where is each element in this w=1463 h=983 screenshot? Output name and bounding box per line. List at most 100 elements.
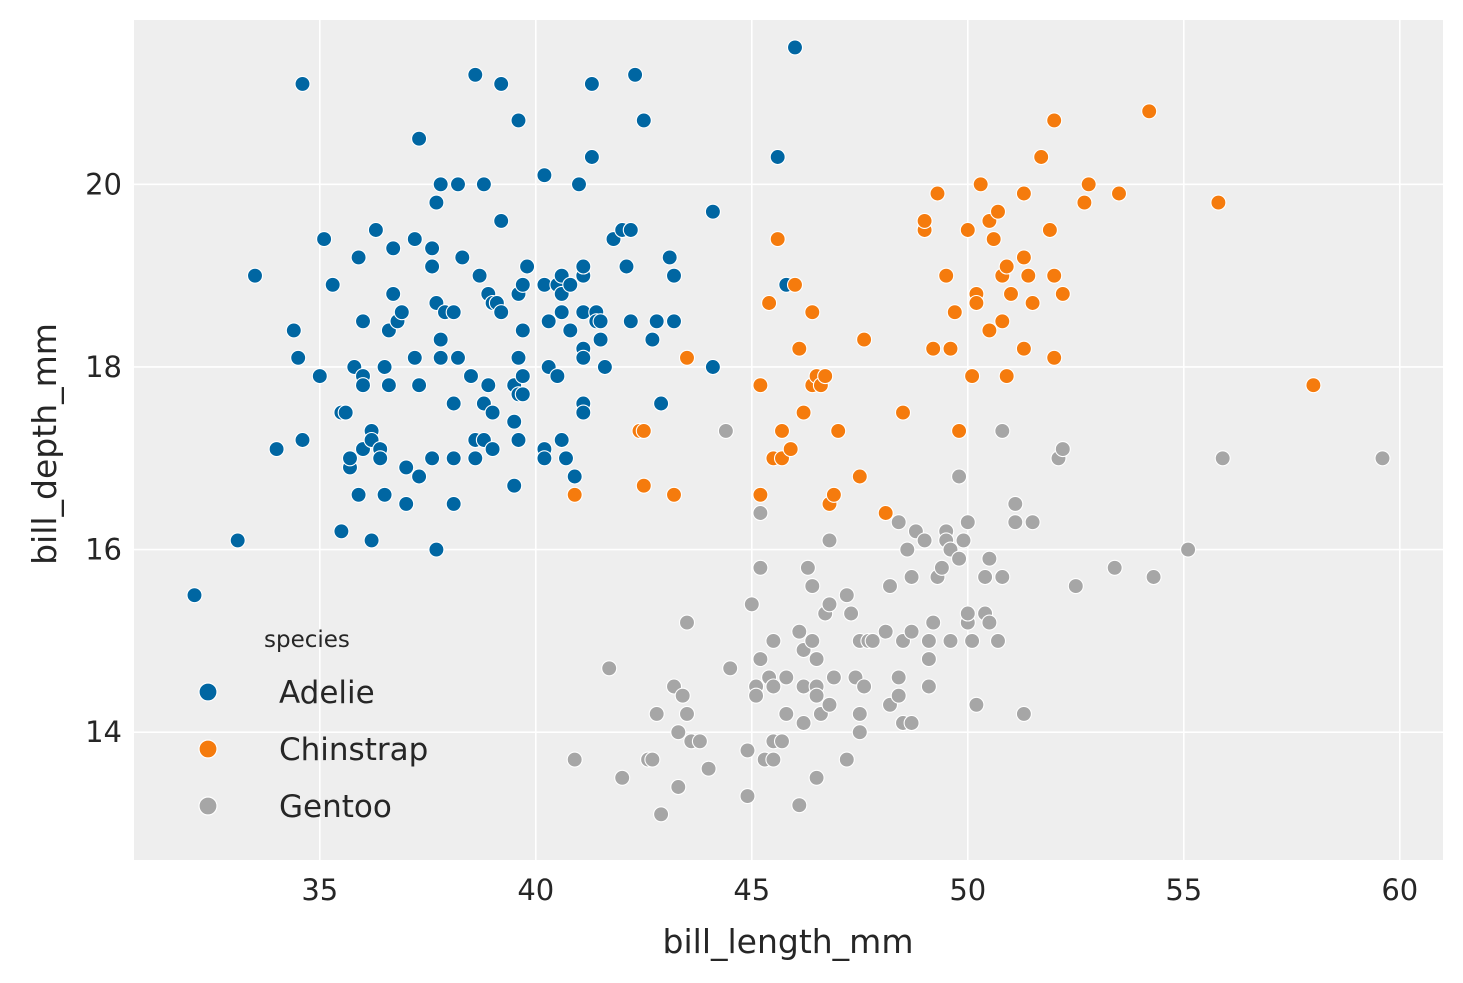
data-point-adelie <box>769 148 786 166</box>
data-point-chinstrap <box>1041 221 1058 239</box>
data-point-gentoo <box>1067 578 1084 595</box>
data-point-chinstrap <box>994 313 1011 330</box>
data-point-gentoo <box>925 614 942 631</box>
data-point-chinstrap <box>894 404 912 421</box>
data-point-chinstrap <box>916 212 933 229</box>
data-point-adelie <box>268 441 285 458</box>
data-point-adelie <box>648 313 665 330</box>
data-point-gentoo <box>920 651 937 668</box>
data-point-adelie <box>583 148 600 166</box>
data-point-adelie <box>406 231 423 248</box>
data-point-adelie <box>704 203 721 220</box>
data-point-adelie <box>186 587 203 604</box>
data-point-gentoo <box>566 751 583 768</box>
legend-marker-adelie <box>198 682 218 702</box>
data-point-chinstrap <box>942 340 959 357</box>
data-point-adelie <box>350 249 367 266</box>
legend: species Adelie Chinstrap Gentoo <box>198 627 428 825</box>
data-point-gentoo <box>1106 559 1123 576</box>
data-point-gentoo <box>964 632 981 649</box>
data-point-gentoo <box>722 660 739 677</box>
data-point-adelie <box>393 304 410 321</box>
y-tick-labels: 14 16 18 20 <box>85 167 122 749</box>
data-point-gentoo <box>838 751 855 768</box>
data-point-chinstrap <box>786 276 804 293</box>
data-point-adelie <box>363 532 380 549</box>
x-tick-label: 35 <box>301 873 338 907</box>
data-point-chinstrap <box>968 294 985 312</box>
data-point-adelie <box>627 66 644 83</box>
data-point-adelie <box>385 240 402 257</box>
data-point-gentoo <box>739 742 756 759</box>
data-point-adelie <box>372 450 389 467</box>
data-point-gentoo <box>856 678 873 695</box>
data-point-gentoo <box>1054 441 1071 458</box>
data-point-adelie <box>562 322 579 339</box>
y-tick-label: 20 <box>85 167 122 201</box>
data-point-gentoo <box>881 578 899 595</box>
data-point-adelie <box>428 541 445 558</box>
data-point-adelie <box>575 258 592 275</box>
data-point-adelie <box>575 349 592 366</box>
data-point-gentoo <box>864 632 881 649</box>
data-point-adelie <box>445 395 462 412</box>
data-point-adelie <box>376 486 393 503</box>
data-point-adelie <box>557 450 575 467</box>
data-point-gentoo <box>808 651 825 668</box>
data-point-chinstrap <box>761 294 778 312</box>
data-point-gentoo <box>903 714 920 732</box>
data-point-gentoo <box>851 724 868 741</box>
data-point-adelie <box>449 349 467 366</box>
data-point-gentoo <box>994 422 1011 439</box>
x-tick-label: 55 <box>1165 873 1202 907</box>
data-point-gentoo <box>804 632 821 649</box>
legend-title: species <box>264 627 350 653</box>
data-point-adelie <box>506 477 523 494</box>
data-point-adelie <box>467 66 484 83</box>
y-tick-label: 16 <box>85 533 122 567</box>
data-point-gentoo <box>795 714 812 732</box>
data-point-gentoo <box>778 705 795 722</box>
data-point-gentoo <box>773 733 791 750</box>
data-point-adelie <box>354 313 372 330</box>
data-point-chinstrap <box>804 304 821 321</box>
data-point-gentoo <box>821 696 838 713</box>
data-point-adelie <box>514 386 531 403</box>
data-point-adelie <box>333 523 350 540</box>
data-point-gentoo <box>739 788 756 805</box>
data-point-adelie <box>514 276 531 293</box>
data-point-adelie <box>294 431 311 449</box>
data-point-gentoo <box>1015 705 1032 722</box>
data-point-gentoo <box>920 678 937 695</box>
data-point-adelie <box>553 304 570 321</box>
data-point-gentoo <box>644 751 661 768</box>
data-point-adelie <box>536 450 553 467</box>
data-point-chinstrap <box>773 422 791 439</box>
data-point-adelie <box>622 221 639 239</box>
y-tick-label: 14 <box>85 715 122 749</box>
data-point-gentoo <box>989 632 1007 649</box>
data-point-gentoo <box>1180 541 1197 558</box>
data-point-gentoo <box>1007 495 1024 512</box>
data-point-chinstrap <box>635 477 652 494</box>
data-point-chinstrap <box>678 349 696 366</box>
legend-marker-chinstrap <box>198 739 218 759</box>
data-point-adelie <box>471 267 488 284</box>
data-point-gentoo <box>678 705 696 722</box>
data-point-gentoo <box>977 568 994 586</box>
data-point-chinstrap <box>981 322 998 339</box>
data-point-chinstrap <box>1305 377 1322 394</box>
data-point-chinstrap <box>985 231 1002 248</box>
data-point-gentoo <box>933 559 950 576</box>
data-point-gentoo <box>670 778 687 796</box>
data-point-gentoo <box>968 696 985 713</box>
data-point-adelie <box>786 39 804 56</box>
data-point-gentoo <box>765 678 782 695</box>
data-point-adelie <box>475 176 492 193</box>
data-point-chinstrap <box>972 176 989 193</box>
series-adelie <box>186 39 804 604</box>
data-point-gentoo <box>752 651 769 668</box>
data-point-adelie <box>428 194 445 211</box>
x-axis-label: bill_length_mm <box>663 922 914 961</box>
data-point-gentoo <box>916 532 933 549</box>
